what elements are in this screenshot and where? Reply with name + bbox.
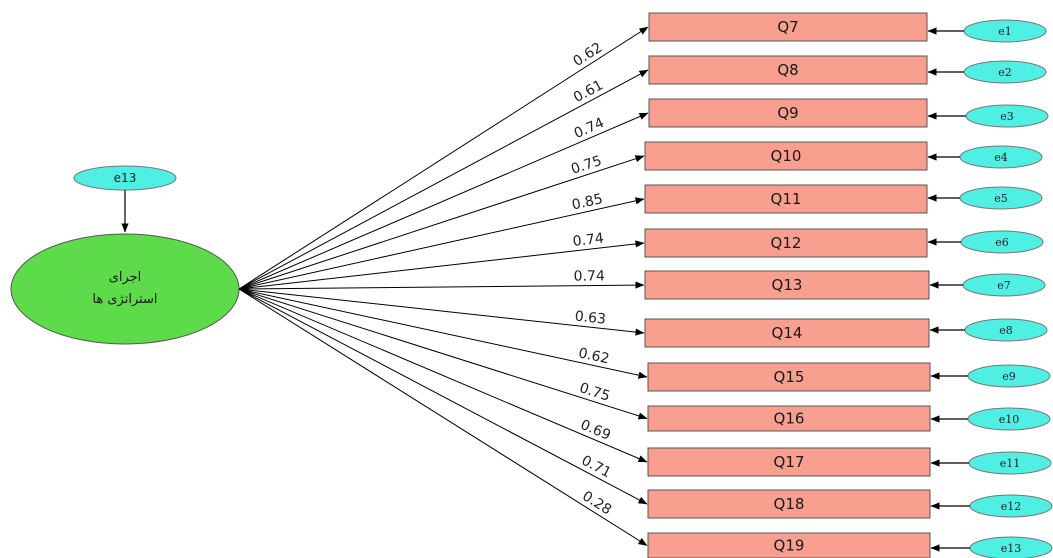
latent-label-line2: استراتژی ها bbox=[92, 292, 157, 307]
indicator-box bbox=[644, 141, 928, 171]
indicator-label: Q15 bbox=[774, 368, 805, 386]
indicator-label: Q7 bbox=[777, 18, 798, 36]
indicator-box bbox=[647, 405, 931, 432]
indicator-box bbox=[644, 318, 930, 348]
indicator-label: Q10 bbox=[771, 147, 802, 165]
indicator-label: Q18 bbox=[774, 495, 805, 513]
loading-path bbox=[238, 155, 645, 290]
indicator-label: Q19 bbox=[774, 537, 805, 555]
error-label: e3 bbox=[1000, 110, 1014, 123]
loading-path bbox=[238, 288, 648, 379]
indicator-box bbox=[644, 228, 928, 258]
loading-path bbox=[238, 288, 648, 463]
error-label: e13 bbox=[1001, 542, 1022, 555]
indicator-label: Q9 bbox=[777, 104, 798, 122]
loading-path bbox=[238, 288, 648, 546]
loading-value: 0.74 bbox=[572, 231, 605, 250]
loading-value: 0.63 bbox=[574, 308, 607, 327]
error-label: e4 bbox=[994, 151, 1008, 164]
loading-value: 0.75 bbox=[569, 153, 604, 178]
indicator-label: Q14 bbox=[772, 324, 803, 342]
loading-path bbox=[238, 26, 649, 290]
latent-error-node: e13 bbox=[73, 165, 177, 191]
indicator-box bbox=[648, 98, 928, 128]
indicator-label: Q11 bbox=[771, 190, 802, 208]
loading-path bbox=[238, 197, 645, 290]
loading-path bbox=[238, 288, 645, 336]
error-label: e6 bbox=[995, 236, 1009, 249]
loading-labels: 0.620.610.740.750.850.740.740.630.620.75… bbox=[569, 40, 614, 519]
loading-value: 0.75 bbox=[577, 380, 612, 405]
error-label: e5 bbox=[994, 192, 1008, 205]
indicator-box bbox=[647, 447, 931, 477]
error-label: e2 bbox=[998, 66, 1012, 79]
latent-label-line1: اجرای bbox=[109, 270, 142, 285]
indicator-box bbox=[644, 184, 928, 214]
indicator-box bbox=[644, 270, 930, 300]
indicator-box bbox=[647, 362, 931, 392]
indicator-label: Q12 bbox=[771, 234, 802, 252]
latent-construct: اجرای استراتژی ها bbox=[10, 233, 240, 345]
indicator-label: Q8 bbox=[777, 61, 798, 79]
error-label: e8 bbox=[999, 324, 1013, 337]
indicator-label: Q13 bbox=[772, 276, 803, 294]
error-label: e10 bbox=[999, 413, 1020, 426]
error-label: e9 bbox=[1002, 370, 1016, 383]
indicator-box bbox=[648, 55, 928, 85]
error-label: e11 bbox=[1000, 457, 1021, 470]
loading-path bbox=[238, 112, 649, 290]
indicator-label: Q16 bbox=[774, 410, 805, 428]
error-label: e1 bbox=[998, 25, 1012, 38]
loading-path bbox=[238, 281, 645, 290]
loading-path bbox=[238, 69, 649, 290]
loading-value: 0.74 bbox=[574, 268, 605, 284]
latent-error-label: e13 bbox=[114, 171, 137, 185]
loading-path bbox=[238, 288, 648, 420]
indicator-boxes: Q7 Q8 Q9 Q10 Q11 Q12 Q13 Q14 Q15 Q16 Q17 Q18 Q19 bbox=[644, 12, 931, 558]
indicator-box bbox=[647, 489, 931, 519]
loading-value: 0.62 bbox=[577, 345, 611, 367]
indicator-label: Q17 bbox=[774, 453, 805, 471]
indicator-box bbox=[648, 12, 928, 42]
loading-path bbox=[238, 288, 648, 505]
indicator-errors: e1 e2 e3 e4 e5 e6 e7 e8 e9 e10 e11 e12 e13 bbox=[927, 19, 1053, 558]
loading-value: 0.85 bbox=[570, 191, 604, 213]
latent-ellipse bbox=[10, 233, 240, 345]
loading-paths bbox=[238, 26, 649, 546]
error-label: e7 bbox=[997, 279, 1011, 292]
error-label: e12 bbox=[1001, 500, 1022, 513]
indicator-box bbox=[647, 532, 931, 558]
loading-path bbox=[238, 240, 645, 290]
